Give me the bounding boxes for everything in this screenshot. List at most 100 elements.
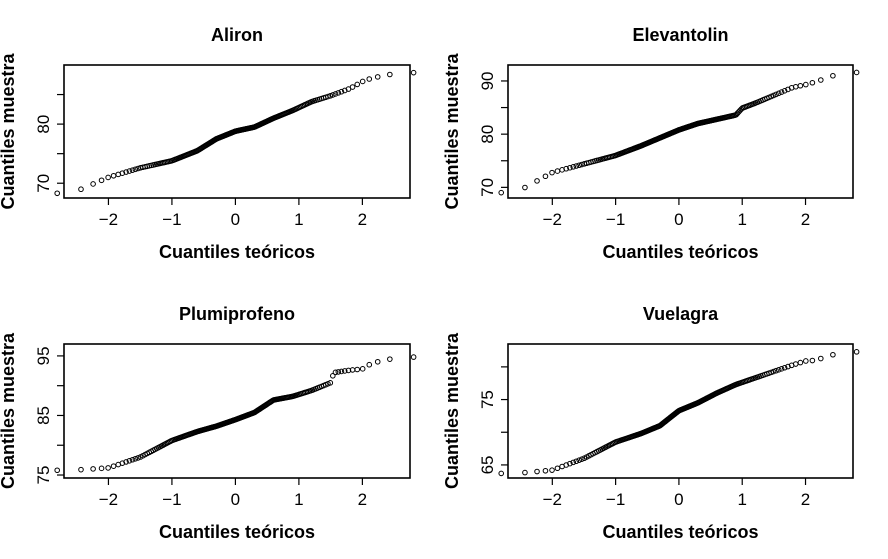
x-tick-label: −2 — [543, 210, 562, 229]
qq-point — [354, 366, 361, 373]
qq-point — [135, 455, 141, 461]
qq-point — [797, 359, 804, 366]
x-axis-label: Cuantiles teóricos — [602, 242, 758, 262]
qq-panel-3: Plumiprofeno Cuantiles teóricos Cuantiles … — [0, 304, 417, 542]
qq-point — [126, 168, 133, 174]
qq-point — [105, 174, 111, 181]
y-axis-label: Cuantiles muestra — [0, 332, 18, 489]
qq-point — [387, 71, 393, 78]
qq-point — [410, 354, 417, 360]
qq-points — [54, 69, 417, 197]
qq-point — [573, 458, 580, 465]
x-tick-label: 1 — [294, 210, 303, 229]
x-tick-label: 2 — [801, 490, 810, 509]
qq-point — [853, 349, 860, 355]
qq-point — [119, 460, 126, 466]
qq-point — [78, 466, 84, 473]
y-tick-label: 65 — [478, 455, 497, 474]
qq-point — [775, 367, 782, 373]
qq-point — [803, 358, 809, 364]
qq-panel-2: Elevantolin Cuantiles teóricos Cuantiles m… — [442, 25, 860, 262]
x-tick-label: 2 — [358, 210, 367, 229]
y-tick-label: 80 — [478, 125, 497, 144]
qq-point — [773, 367, 779, 374]
qq-point — [781, 364, 788, 371]
qq-point — [809, 357, 816, 364]
x-tick-label: 0 — [231, 210, 240, 229]
x-tick-label: −1 — [606, 490, 625, 509]
qq-point — [549, 169, 555, 176]
qq-point — [54, 467, 61, 474]
qq-point — [105, 465, 111, 471]
x-tick-label: 0 — [674, 210, 683, 229]
qq-panel-4: Vuelagra Cuantiles teóricos Cuantiles mues… — [442, 304, 860, 542]
qq-point — [809, 79, 816, 86]
qq-point — [335, 369, 342, 375]
qq-point — [123, 169, 129, 175]
qq-point — [534, 178, 540, 184]
y-tick-label: 80 — [34, 115, 53, 134]
qq-point — [778, 89, 785, 95]
qq-point — [366, 361, 373, 368]
qq-point — [803, 81, 809, 88]
qq-point — [778, 366, 785, 372]
y-axis-label: Cuantiles muestra — [442, 52, 462, 209]
y-tick-label: 85 — [34, 406, 53, 425]
x-tick-label: −2 — [99, 490, 118, 509]
qq-point — [830, 72, 836, 79]
x-tick-label: 0 — [674, 490, 683, 509]
qq-point — [98, 465, 105, 472]
plot-frame — [63, 64, 411, 199]
qq-point — [132, 455, 139, 462]
qq-point — [570, 459, 577, 466]
panel-title: Elevantolin — [632, 25, 728, 45]
qq-point — [563, 165, 570, 172]
qq-point — [332, 369, 339, 376]
x-tick-label: −1 — [606, 210, 625, 229]
qq-point — [366, 76, 373, 82]
qq-point — [354, 81, 361, 88]
qq-point — [327, 93, 334, 99]
qq-point — [330, 373, 336, 379]
qq-point — [349, 84, 356, 90]
qq-point — [332, 91, 339, 97]
y-tick-label: 70 — [34, 174, 53, 193]
panel-title: Vuelagra — [643, 304, 719, 324]
qq-point — [359, 78, 366, 85]
qq-point — [770, 368, 777, 375]
y-tick-label: 75 — [34, 466, 53, 485]
qq-point — [567, 460, 573, 467]
qq-point — [110, 463, 117, 469]
qq-panel-1: Aliron Cuantiles teóricos Cuantiles muestr… — [0, 25, 417, 262]
qq-point — [410, 69, 417, 76]
qq-point — [818, 77, 824, 83]
qq-point — [818, 355, 824, 362]
qq-point — [90, 181, 96, 187]
plot-frame — [63, 343, 411, 479]
qq-point — [549, 467, 555, 473]
qq-point — [359, 366, 366, 372]
qq-point — [325, 93, 331, 100]
qq-point — [387, 356, 393, 362]
x-tick-label: −1 — [162, 490, 181, 509]
qq-point — [570, 164, 577, 170]
qq-point — [98, 177, 105, 184]
plot-frame — [507, 343, 854, 479]
qq-point — [110, 172, 117, 179]
qq-point — [129, 456, 136, 463]
qq-point — [781, 88, 788, 94]
qq-point — [567, 164, 573, 171]
x-tick-label: 2 — [358, 490, 367, 509]
qq-point — [773, 91, 779, 98]
qq-point — [78, 186, 84, 193]
qq-point — [341, 368, 348, 374]
qq-point — [335, 90, 342, 96]
qq-point — [579, 456, 585, 462]
x-tick-label: 1 — [737, 490, 746, 509]
x-axis-label: Cuantiles teóricos — [602, 522, 758, 542]
qq-point — [534, 468, 540, 475]
qq-point — [135, 165, 141, 172]
qq-point — [797, 82, 804, 89]
qq-point — [792, 361, 799, 367]
